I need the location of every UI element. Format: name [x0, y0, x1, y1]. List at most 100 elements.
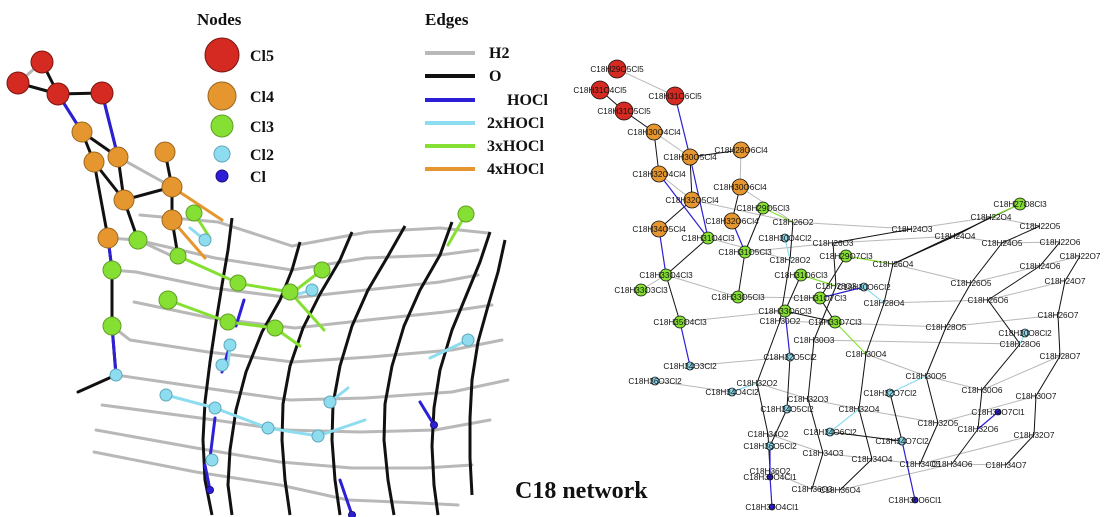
- network-edge: [919, 434, 1035, 465]
- network-node-label: C18H30O8Cl2: [998, 329, 1052, 338]
- node-cl4: [83, 151, 105, 173]
- network-node-label: C18H32O3: [788, 395, 829, 404]
- network-node-label: C18H26O7: [1038, 311, 1079, 320]
- h2-edge: [293, 318, 370, 330]
- legend-edge-hocl-label: HOCl: [507, 92, 548, 109]
- network-node-cl3: [659, 268, 673, 282]
- network-edge: [834, 321, 867, 355]
- network-node-cl3: [778, 304, 792, 318]
- h2-edge: [433, 418, 492, 432]
- network-edge: [839, 463, 953, 491]
- h2-edge: [346, 498, 422, 505]
- network-edge: [744, 207, 764, 253]
- network-node-label: C18H33O5Cl3: [711, 293, 765, 302]
- hocl-edge: [418, 400, 436, 427]
- network-edge: [911, 216, 992, 230]
- network-node-label: C18H34O6: [932, 460, 973, 469]
- network-edge: [679, 310, 786, 323]
- node-cl2: [159, 388, 173, 402]
- network-node-label: C18H32O2: [737, 379, 778, 388]
- node-cl: [206, 486, 214, 494]
- h2-edge: [290, 230, 370, 248]
- network-node-label: C18H36O5Cl2: [743, 442, 797, 451]
- h2-edge: [213, 256, 294, 272]
- legend-node-cl5-label: Cl5: [250, 48, 274, 65]
- legend-node-cl2-label: Cl2: [250, 147, 274, 164]
- h2-edge: [92, 450, 198, 474]
- node-cl3: [281, 283, 299, 301]
- network-node-label: C18H36O6Cl1: [888, 496, 942, 505]
- h2-edge: [194, 470, 282, 487]
- network-edge: [665, 237, 709, 276]
- network-node-label: C18H32O5Cl4: [665, 196, 719, 205]
- network-node-cl2: [780, 233, 790, 243]
- network-edge: [674, 95, 691, 158]
- network-node-label: C18H34O2: [748, 430, 789, 439]
- legend: Nodes Cl5 Cl4 Cl3 Cl2 Cl Edges H2 O HOCl 2xHOCl 3xH…: [197, 10, 548, 186]
- node-cl2: [109, 368, 123, 382]
- legend-node-cl-label: Cl: [250, 169, 267, 186]
- h2-edge: [438, 273, 480, 284]
- network-node-label: C18H34O3Cl2: [663, 362, 717, 371]
- network-edge: [1001, 225, 1041, 244]
- network-edge: [807, 398, 860, 410]
- network-node-cl4: [681, 148, 699, 166]
- node-cl4: [154, 141, 176, 163]
- network-edge: [769, 476, 773, 508]
- network-node-label: C18H28O5: [926, 323, 967, 332]
- network-edge: [832, 228, 913, 244]
- network-edge: [977, 389, 983, 430]
- node-cl2: [323, 395, 337, 409]
- h2-edge: [290, 288, 368, 300]
- node-cl3: [229, 274, 247, 292]
- node-cl3: [158, 290, 178, 310]
- h2-edge: [211, 286, 294, 300]
- node-cl3: [219, 313, 237, 331]
- network-node-label: C18H26O6: [968, 296, 1009, 305]
- network-edge: [819, 255, 847, 299]
- node-cl2: [205, 453, 219, 467]
- node-cl3: [185, 204, 203, 222]
- node-cl4: [71, 121, 93, 143]
- network-node-label: C18H28O2: [770, 256, 811, 265]
- network-node-label: C18H26O5: [951, 279, 992, 288]
- network-node-label: C18H31O4Cl5: [573, 86, 627, 95]
- network-edge: [731, 382, 758, 393]
- network-node-label: C18H28O7: [1040, 352, 1081, 361]
- network-edge: [779, 320, 947, 328]
- network-edge: [807, 339, 815, 400]
- network-edge: [1057, 280, 1066, 316]
- network-node-cl2: [650, 376, 660, 386]
- 2xhocl-edge: [164, 393, 217, 410]
- network-node-label: C18H34O5: [900, 460, 941, 469]
- legend-node-cl3-swatch: [210, 114, 234, 138]
- network-node-cl2: [825, 427, 835, 437]
- network-edge: [829, 408, 860, 433]
- network-edge: [951, 428, 979, 465]
- network-node-label: C18H32O7Cl2: [863, 389, 917, 398]
- network-node-cl3: [794, 268, 808, 282]
- 3xhocl-edge: [166, 298, 230, 324]
- network-edge: [689, 356, 791, 367]
- network-node-label: C18H30O3: [794, 336, 835, 345]
- node-cl2: [215, 358, 229, 372]
- o-edge: [430, 231, 492, 516]
- network-node-label: C18H34O4: [852, 455, 893, 464]
- network-edge: [970, 265, 1041, 284]
- network-node-label: C18H29O5Cl3: [736, 204, 790, 213]
- network-node-label: C18H22O6: [1040, 238, 1081, 247]
- network-edge: [901, 440, 916, 501]
- h2-edge: [291, 355, 372, 364]
- network-node-label: C18H31O6Cl5: [648, 92, 702, 101]
- network-edge: [792, 221, 913, 230]
- legend-edge-o-label: O: [489, 68, 501, 85]
- labeled-node-labels: C18H29O5Cl5 C18H31O4Cl5 C18H31O6Cl5 C18H31O…: [573, 65, 1101, 512]
- network-edge: [1001, 241, 1061, 244]
- network-edge: [784, 274, 802, 312]
- network-node-cl2: [785, 352, 795, 362]
- node-cl5: [46, 82, 70, 106]
- network-node-label: C18H36O3Cl2: [628, 377, 682, 386]
- hocl-edge: [234, 298, 246, 328]
- network-node-label: C18H30O2: [760, 317, 801, 326]
